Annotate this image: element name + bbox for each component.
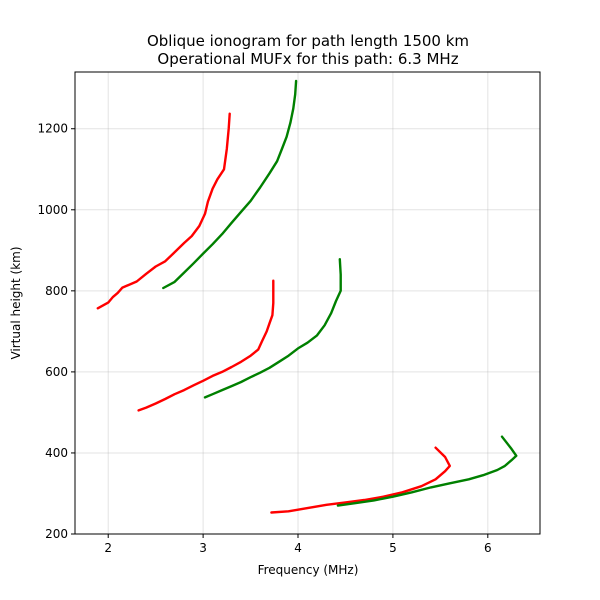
x-tick-label: 3 [199,541,207,555]
x-tick-label: 5 [389,541,397,555]
trace-line-3 [137,279,275,412]
chart-title: Oblique ionogram for path length 1500 km [147,32,469,50]
y-tick-label: 600 [45,365,68,379]
y-tick-label: 400 [45,446,68,460]
y-tick-label: 200 [45,527,68,541]
x-tick-label: 4 [294,541,302,555]
trace-line-5 [270,446,451,514]
y-tick-label: 1000 [37,203,68,217]
trace-line-6 [336,435,518,507]
axis-ticks: 2 3 4 5 6 200 400 600 800 1000 1200 [37,122,491,555]
x-tick-label: 2 [104,541,112,555]
y-tick-label: 1200 [37,122,68,136]
y-tick-label: 800 [45,284,68,298]
y-axis-label: Virtual height (km) [9,246,23,359]
trace-line-2 [162,79,298,290]
chart-subtitle: Operational MUFx for this path: 6.3 MHz [157,50,458,68]
trace-group [96,79,518,514]
trace-line-4 [203,258,342,399]
x-axis-label: Frequency (MHz) [258,563,359,577]
grid-lines [75,72,540,535]
x-tick-label: 6 [484,541,492,555]
plot-frame [74,71,541,535]
trace-line-1 [96,112,231,310]
